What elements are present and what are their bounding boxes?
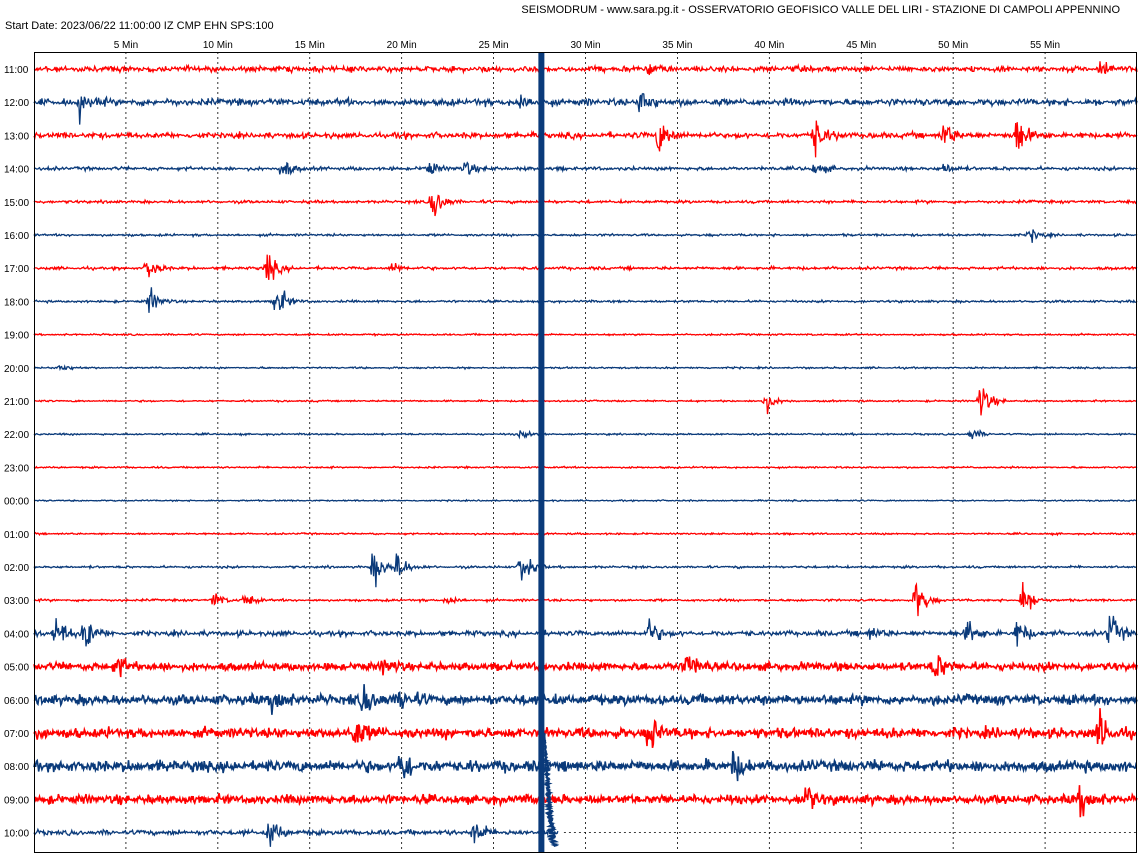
- trace-1100: [33, 61, 1138, 76]
- hour-label: 22:00: [4, 430, 29, 441]
- trace-0900: [34, 785, 1138, 818]
- hour-labels: 11:00 12:00 13:00 14:00 15:00 16:00 17:00 18:00…: [4, 65, 29, 840]
- hour-label: 02:00: [4, 563, 29, 574]
- hour-label: 03:00: [4, 596, 29, 607]
- hour-label: 01:00: [4, 530, 29, 541]
- hour-label: 13:00: [4, 131, 29, 142]
- hour-label: 19:00: [4, 331, 29, 342]
- hour-label: 11:00: [4, 65, 29, 76]
- hour-label: 09:00: [4, 795, 29, 806]
- hour-label: 20:00: [4, 364, 29, 375]
- trace-1000: [33, 823, 559, 847]
- hour-label: 12:00: [4, 98, 29, 109]
- trace-1500: [33, 194, 1138, 217]
- trace-0200: [33, 553, 1138, 588]
- trace-2200: [33, 428, 1137, 440]
- trace-0600: [33, 684, 1138, 715]
- trace-2100: [33, 388, 1138, 416]
- hour-label: 00:00: [4, 497, 29, 508]
- hour-label: 17:00: [4, 264, 29, 275]
- hour-label: 23:00: [4, 463, 29, 474]
- vertical-grid: [125, 52, 1046, 853]
- trace-0000: [33, 498, 1138, 503]
- trace-1400: [33, 161, 1138, 176]
- major-event-band: [538, 52, 545, 853]
- minute-tick-label: 40 Min: [754, 40, 784, 51]
- minute-tick-label: 35 Min: [662, 40, 692, 51]
- major-event-coda: [542, 733, 560, 847]
- hour-label: 21:00: [4, 397, 29, 408]
- plot-frame: [34, 52, 1137, 853]
- minute-labels: 5 Min 10 Min 15 Min 20 Min 25 Min 30 Min 35 Mi…: [114, 40, 1060, 51]
- trace-0800: [33, 750, 1137, 782]
- minute-tick-label: 25 Min: [479, 40, 509, 51]
- hour-label: 04:00: [4, 629, 29, 640]
- trace-0700: [33, 708, 1137, 748]
- hour-label: 07:00: [4, 729, 29, 740]
- hour-label: 15:00: [4, 198, 29, 209]
- trace-1700: [33, 254, 1138, 280]
- hour-label: 14:00: [4, 165, 29, 176]
- minute-tick-label: 30 Min: [570, 40, 600, 51]
- trace-0400: [33, 615, 1138, 647]
- trace-1600: [33, 229, 1138, 243]
- hour-label: 18:00: [4, 297, 29, 308]
- header-title: SEISMODRUM - www.sara.pg.it - OSSERVATOR…: [521, 4, 1120, 16]
- minute-tick-label: 5 Min: [114, 40, 138, 51]
- hour-label: 05:00: [4, 663, 29, 674]
- trace-2000: [33, 364, 1138, 372]
- minute-tick-label: 45 Min: [846, 40, 876, 51]
- trace-1300: [33, 120, 1138, 158]
- minute-tick-label: 55 Min: [1030, 40, 1060, 51]
- traces: [33, 52, 1138, 853]
- start-date: Start Date: 2023/06/22 11:00:00 IZ CMP E…: [5, 20, 274, 32]
- trace-1900: [33, 332, 1138, 338]
- hour-label: 06:00: [4, 696, 29, 707]
- trace-0100: [33, 531, 1138, 537]
- hour-label: 10:00: [4, 829, 29, 840]
- minute-tick-label: 10 Min: [203, 40, 233, 51]
- trace-0300: [33, 581, 1138, 617]
- minute-tick-label: 20 Min: [387, 40, 417, 51]
- trace-1800: [33, 287, 1138, 313]
- trace-1200: [33, 92, 1138, 125]
- trace-0500: [33, 655, 1138, 678]
- minute-tick-label: 50 Min: [938, 40, 968, 51]
- hour-label: 08:00: [4, 762, 29, 773]
- hour-label: 16:00: [4, 231, 29, 242]
- trace-2300: [33, 465, 1138, 470]
- minute-tick-label: 15 Min: [295, 40, 325, 51]
